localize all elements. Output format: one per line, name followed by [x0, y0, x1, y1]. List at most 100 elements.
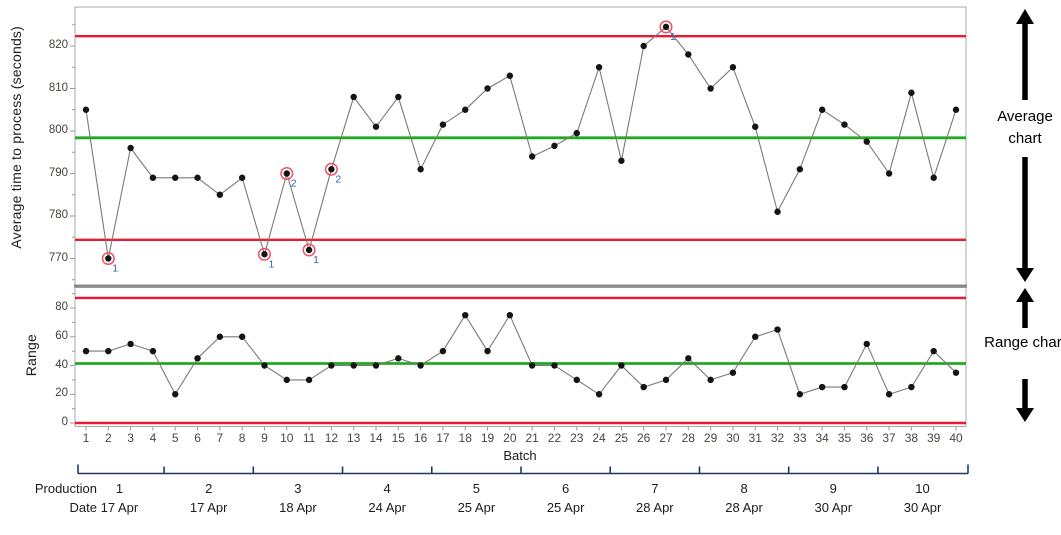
x-tick-label-8: 8: [238, 431, 246, 445]
data-point-avg-11: [305, 246, 313, 254]
production-group-8: 8: [740, 481, 748, 496]
data-point-avg-15: [395, 93, 402, 101]
data-point-avg-1: [82, 106, 90, 113]
data-point-range-3: [127, 340, 134, 348]
data-point-range-12: [328, 362, 335, 369]
flag-ring-avg-9: [257, 247, 272, 261]
data-point-range-26: [640, 383, 647, 391]
x-tick-label-22: 22: [547, 431, 562, 445]
data-point-avg-23: [573, 129, 580, 137]
y-tick-label-range-80: 80: [55, 301, 68, 313]
x-tick-label-13: 13: [347, 431, 361, 445]
data-point-avg-2: [105, 255, 112, 262]
data-point-range-9: [261, 362, 268, 369]
production-date-7: 28 Apr: [636, 500, 674, 515]
data-point-range-33: [796, 391, 804, 398]
data-point-range-10: [283, 376, 290, 384]
production-group-10: 10: [915, 481, 930, 496]
production-date-5: 25 Apr: [457, 500, 496, 515]
y-tick-label-avg-820: 820: [48, 39, 68, 51]
data-point-avg-29: [707, 85, 714, 92]
data-point-avg-5: [172, 174, 179, 181]
data-point-range-37: [885, 391, 893, 398]
annotation-arrowhead-down: [1016, 408, 1034, 422]
x-tick-label-14: 14: [369, 431, 383, 445]
data-point-range-38: [908, 383, 915, 391]
range-chart-annotation-label: Range chart: [984, 334, 1061, 351]
range-chart-frame: [74, 287, 967, 427]
data-point-avg-9: [261, 251, 268, 258]
production-date-3: 18 Apr: [279, 500, 317, 515]
x-tick-label-38: 38: [904, 431, 919, 445]
flag-test-label-avg-27: 1: [670, 31, 676, 43]
flag-test-label-avg-2: 1: [112, 263, 118, 275]
y-tick-label-avg-770: 770: [48, 251, 68, 264]
range-chart-y-axis-title: Range: [23, 334, 39, 377]
data-point-range-16: [417, 362, 424, 369]
x-tick-label-28: 28: [681, 431, 695, 445]
avg-chart-frame: [74, 6, 967, 286]
data-point-range-18: [462, 311, 469, 319]
x-tick-label-21: 21: [525, 431, 539, 445]
x-tick-label-23: 23: [570, 431, 584, 445]
series-line-range: [86, 314, 957, 396]
data-point-range-25: [618, 362, 625, 369]
y-tick-label-avg-780: 780: [48, 209, 68, 221]
data-point-range-7: [216, 333, 224, 340]
production-group-4: 4: [383, 481, 391, 496]
data-point-range-17: [439, 347, 447, 355]
x-tick-label-39: 39: [927, 431, 941, 445]
date-row-label: Date: [69, 500, 97, 515]
data-point-range-24: [595, 391, 603, 398]
production-date-9: 30 Apr: [814, 500, 853, 515]
data-point-avg-13: [350, 93, 357, 101]
production-group-5: 5: [472, 481, 480, 496]
x-tick-label-2: 2: [104, 431, 112, 445]
data-point-avg-19: [484, 85, 491, 92]
production-date-4: 24 Apr: [368, 500, 406, 515]
data-point-range-15: [395, 355, 402, 362]
data-point-range-23: [573, 376, 580, 384]
production-group-2: 2: [205, 481, 213, 496]
x-tick-label-20: 20: [503, 431, 517, 445]
data-point-avg-18: [462, 106, 469, 113]
data-point-range-4: [149, 347, 157, 355]
flag-ring-avg-11: [302, 243, 316, 257]
data-point-range-36: [863, 340, 870, 348]
x-tick-label-27: 27: [659, 431, 673, 445]
flag-ring-avg-2: [101, 251, 115, 266]
data-point-range-20: [506, 311, 514, 319]
annotation-arrowhead-up: [1016, 288, 1034, 302]
x-tick-label-12: 12: [324, 431, 339, 445]
x-tick-label-34: 34: [815, 431, 829, 445]
data-point-avg-3: [127, 144, 134, 152]
production-group-9: 9: [829, 481, 837, 496]
data-point-range-31: [752, 333, 759, 340]
x-tick-label-7: 7: [216, 431, 224, 445]
data-point-avg-32: [774, 208, 781, 215]
avg-chart-y-axis-title: Average time to process (seconds): [8, 26, 24, 249]
data-point-range-22: [551, 362, 558, 369]
x-tick-label-24: 24: [592, 431, 606, 445]
data-point-range-27: [662, 376, 670, 384]
y-tick-label-avg-790: 790: [48, 166, 68, 179]
x-tick-label-11: 11: [302, 431, 316, 445]
data-point-avg-17: [439, 121, 447, 128]
data-point-range-11: [305, 376, 313, 384]
data-point-avg-36: [863, 138, 870, 145]
x-tick-label-25: 25: [614, 431, 629, 445]
data-point-avg-39: [930, 174, 937, 181]
x-tick-label-15: 15: [391, 431, 405, 445]
x-tick-label-6: 6: [194, 431, 201, 445]
data-point-avg-34: [818, 106, 826, 113]
production-date-1: 17 Apr: [100, 500, 139, 515]
production-date-2: 17 Apr: [189, 500, 228, 515]
data-point-range-14: [372, 362, 380, 369]
production-group-7: 7: [651, 481, 659, 496]
y-tick-label-range-0: 0: [61, 416, 68, 428]
data-point-range-28: [685, 355, 692, 362]
data-point-avg-27: [662, 23, 670, 31]
data-point-avg-35: [841, 121, 848, 128]
series-line-avg: [85, 26, 957, 259]
